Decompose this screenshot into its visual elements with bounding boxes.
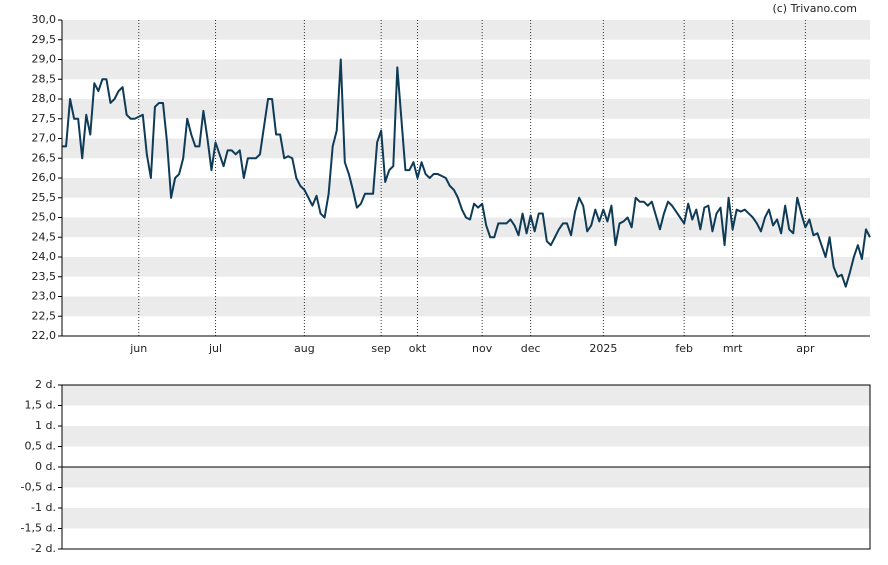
band [62, 257, 870, 277]
y-tick-label: 2 d. [35, 378, 56, 391]
band [62, 426, 870, 447]
y-tick-label: 23,0 [32, 290, 57, 303]
band [62, 99, 870, 119]
x-tick-label: mrt [723, 342, 743, 355]
y-tick-label: 24,5 [32, 230, 57, 243]
y-tick-label: 1 d. [35, 419, 56, 432]
y-tick-label: 22,0 [32, 329, 57, 342]
y-tick-label: -1 d. [31, 501, 56, 514]
x-tick-label: jul [208, 342, 222, 355]
credit: (c) Trivano.com [772, 2, 857, 15]
y-tick-label: 28,5 [32, 72, 57, 85]
x-tick-label: dec [521, 342, 541, 355]
x-tick-label: 2025 [589, 342, 617, 355]
y-tick-label: 30,0 [32, 13, 57, 26]
band [62, 467, 870, 488]
y-tick-label: 22,5 [32, 309, 57, 322]
band [62, 296, 870, 317]
y-tick-label: -1,5 d. [21, 522, 56, 535]
y-tick-label: 28,0 [32, 92, 57, 105]
x-tick-label: feb [675, 342, 693, 355]
band [62, 385, 870, 406]
y-tick-label: 1,5 d. [25, 399, 56, 412]
y-tick-label: 0 d. [35, 460, 56, 473]
y-tick-label: 27,5 [32, 112, 57, 125]
y-tick-label: 25,0 [32, 211, 57, 224]
frame [61, 384, 871, 550]
y-tick-label: 27,0 [32, 132, 57, 145]
x-tick-label: sep [371, 342, 390, 355]
y-tick-label: 23,5 [32, 270, 57, 283]
band [62, 217, 870, 238]
band [62, 178, 870, 198]
x-tick-label: jun [129, 342, 147, 355]
y-tick-label: 24,0 [32, 250, 57, 263]
y-tick-label: 29,0 [32, 53, 57, 66]
y-tick-label: 29,5 [32, 33, 57, 46]
band [62, 138, 870, 159]
x-tick-label: okt [409, 342, 427, 355]
y-tick-label: 0,5 d. [25, 440, 56, 453]
y-tick-label: 26,0 [32, 171, 57, 184]
y-tick-label: -2 d. [31, 542, 56, 555]
x-tick-label: apr [796, 342, 815, 355]
x-tick-label: aug [294, 342, 315, 355]
x-tick-label: nov [472, 342, 493, 355]
price-line [62, 58, 871, 288]
band [62, 59, 870, 80]
y-tick-label: 25,5 [32, 191, 57, 204]
y-tick-label: -0,5 d. [21, 481, 56, 494]
y-tick-label: 26,5 [32, 151, 57, 164]
band [62, 508, 870, 529]
band [62, 20, 870, 40]
